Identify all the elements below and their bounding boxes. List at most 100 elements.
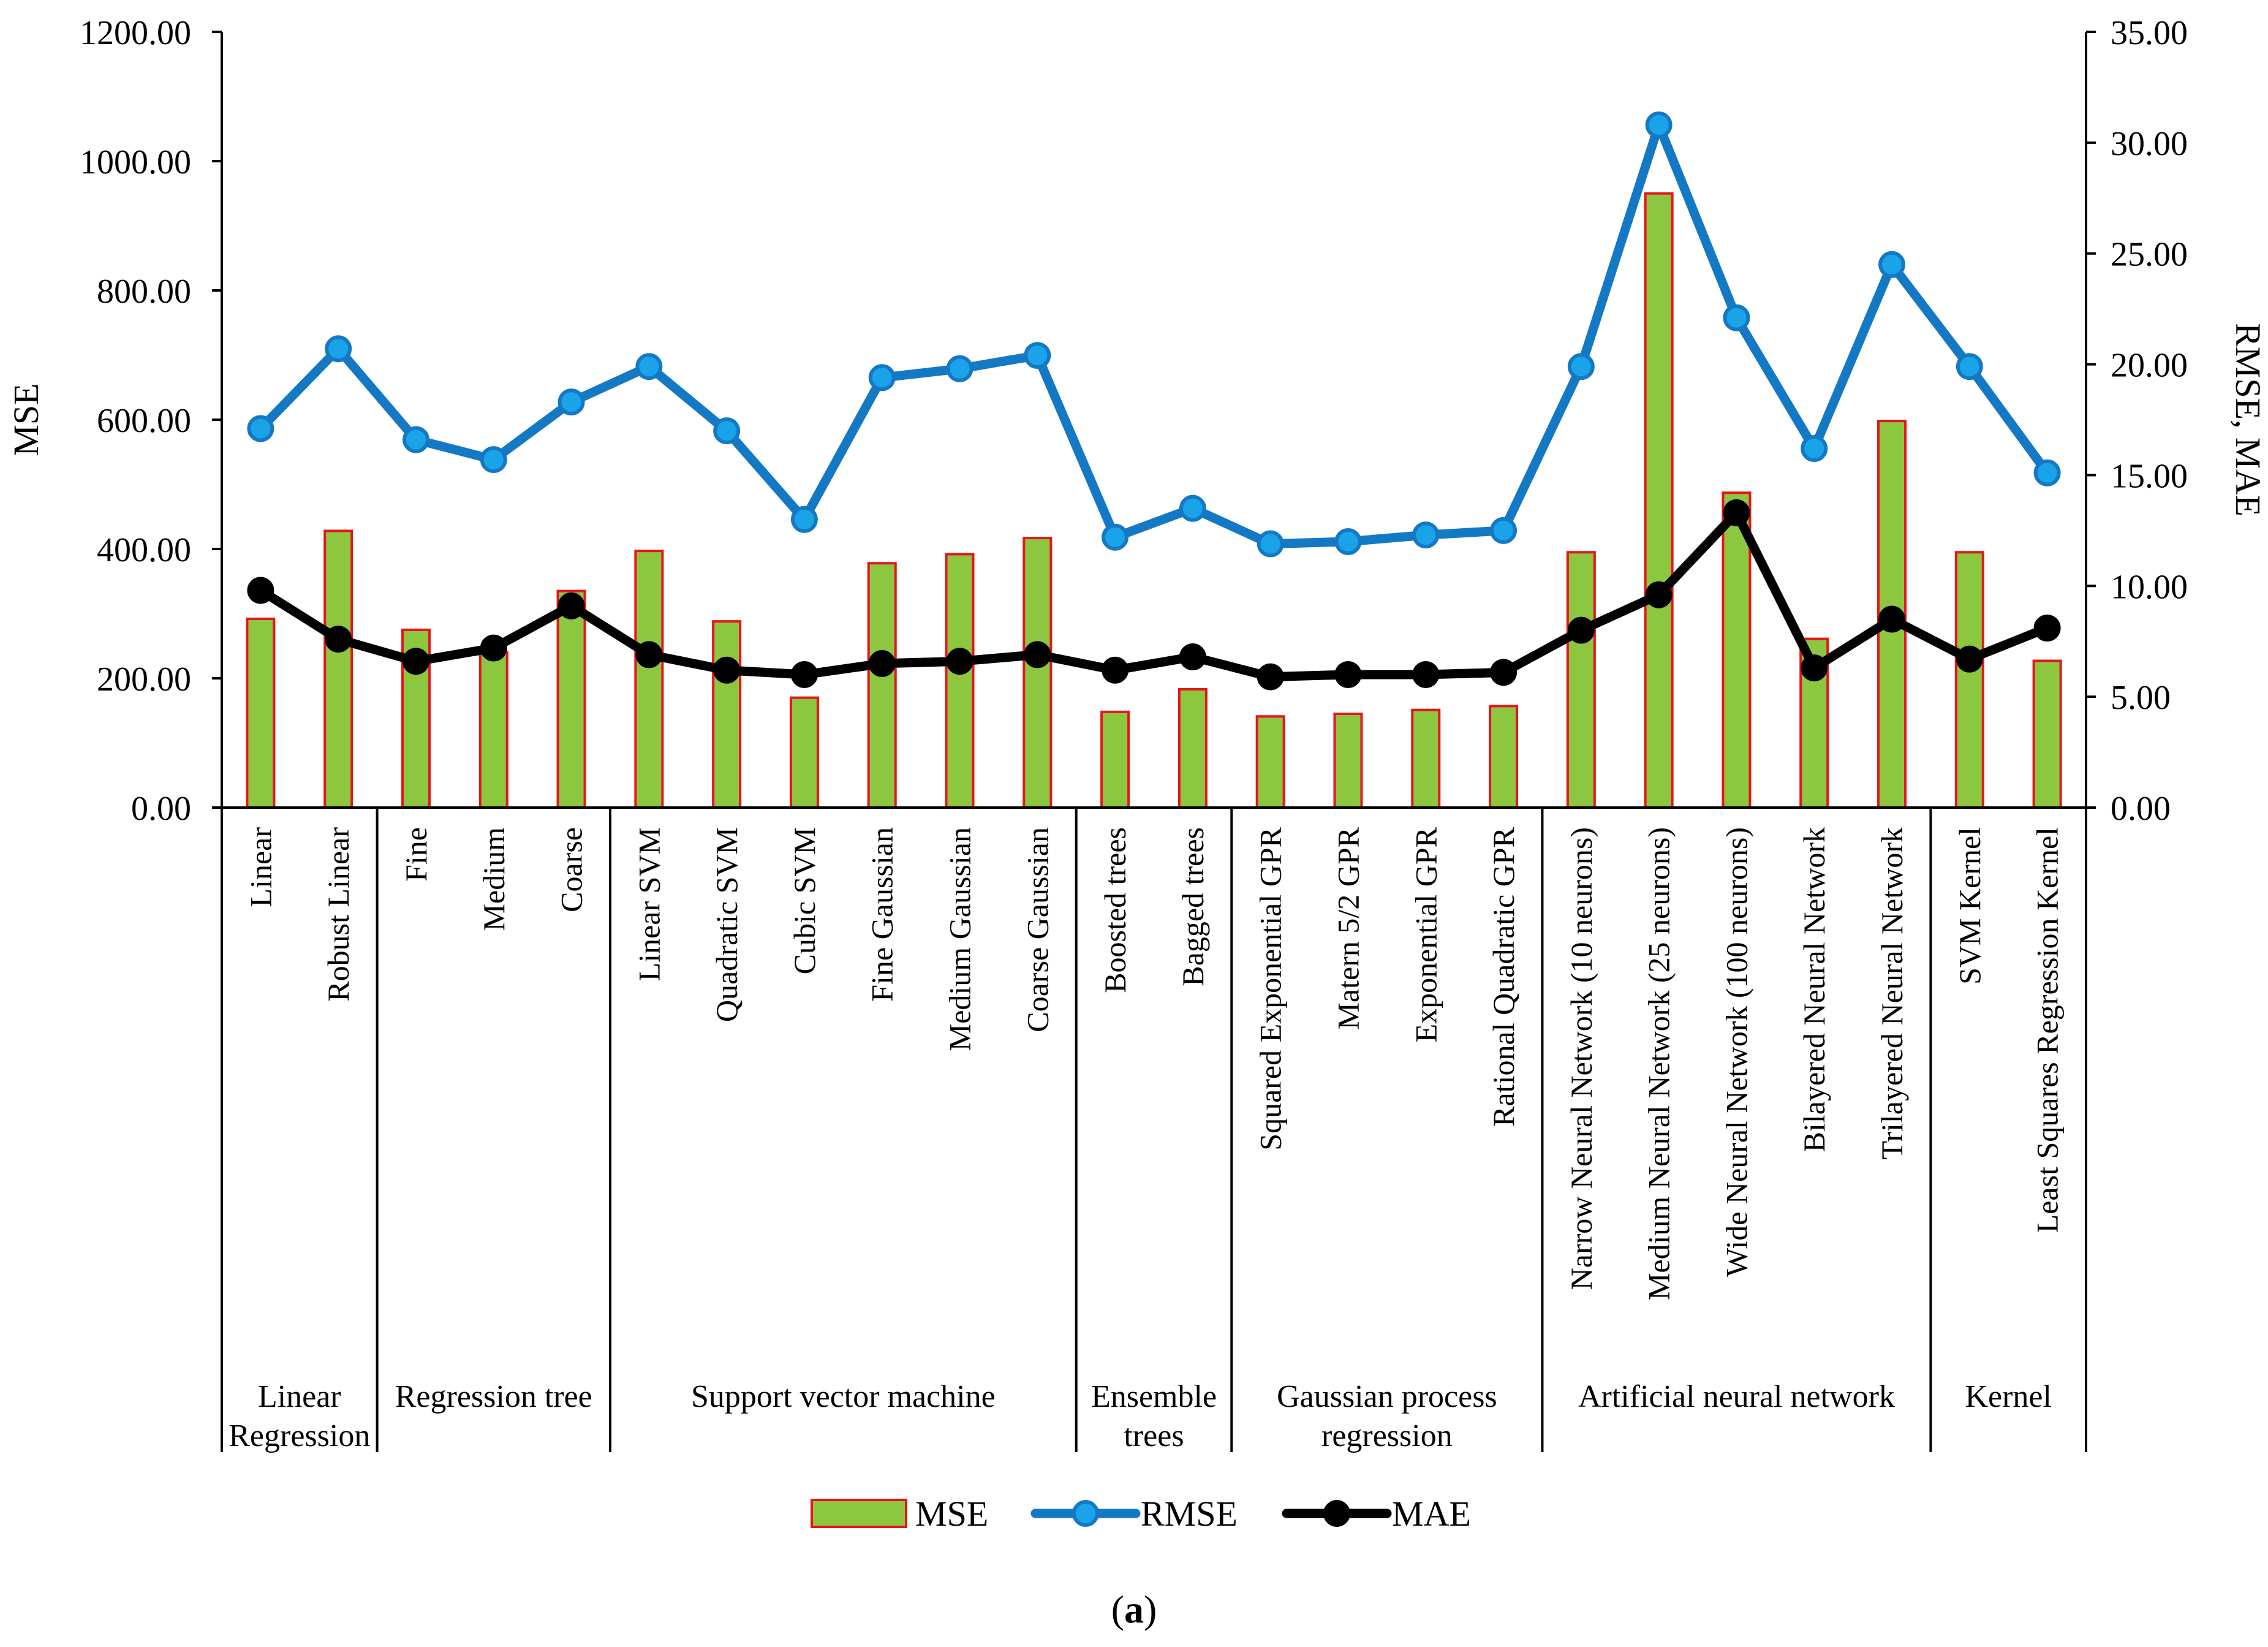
mae-point [1179,643,1206,671]
category-label: Bilayered Neural Network [1797,827,1831,1152]
rmse-point [1179,494,1206,522]
mse-bar [712,620,742,809]
rmse-line [255,120,2052,549]
category-label: Coarse [554,827,589,912]
group-label: Regression [229,1418,370,1453]
mae-point [946,648,973,675]
rmse-point [558,388,585,416]
right-tick-label: 20.00 [2111,347,2188,385]
rmse-point [790,505,818,533]
mse-bar [867,562,897,809]
label-layer: 0.00 200.00 400.00 600.00 800.00 1000.00 1200.… [6,14,2268,1631]
category-label: Medium Gaussian [943,827,977,1051]
rmse-point [1801,435,1828,463]
mae-point [1102,656,1129,684]
group-label: trees [1124,1418,1184,1453]
rmse-point [402,426,429,453]
mae-point [1334,661,1362,688]
mae-point [868,649,896,677]
left-tick-label: 400.00 [97,531,191,569]
category-label: Coarse Gaussian [1020,827,1054,1032]
mae-point [1567,616,1595,644]
mse-bar [1489,705,1519,809]
rmse-point [1102,523,1129,551]
group-label: Artificial neural network [1578,1379,1895,1414]
mse-bar [1954,551,1984,809]
category-label: Narrow Neural Network (10 neurons) [1564,827,1598,1290]
rmse-point [2033,459,2061,487]
right-tick-label: 25.00 [2111,236,2188,274]
category-label: Least Squares Regression Kernel [2030,827,2065,1233]
left-axis-title: MSE [6,383,46,456]
left-tick-label: 600.00 [97,402,191,440]
mse-bar [323,529,353,809]
mae-line [255,508,2052,682]
mae-point [713,656,741,684]
left-tick-label: 1200.00 [80,14,191,52]
category-label: Rational Quadratic GPR [1486,827,1521,1126]
rmse-point [946,355,973,382]
group-label: regression [1321,1418,1453,1453]
group-label: Ensemble [1091,1379,1217,1414]
right-axis-title: RMSE, MAE [2228,323,2268,517]
mae-point [1412,661,1440,688]
rmse-point [713,417,741,445]
mae-point [402,648,429,675]
legend-marker-mae [1323,1500,1350,1527]
mse-bar [1644,192,1674,809]
rmse-point [1645,111,1673,138]
legend-label-rmse: RMSE [1141,1494,1238,1534]
group-label: Support vector machine [691,1379,996,1414]
right-tick-label: 15.00 [2111,457,2188,495]
mae-point [325,626,352,653]
left-tick-label: 800.00 [97,273,191,311]
mse-bar [789,696,819,809]
mae-point [558,592,585,619]
mae-point [1257,663,1284,691]
legend-item-rmse: RMSE [1030,1494,1238,1534]
legend-marker-rmse [1072,1500,1099,1527]
category-label: Fine Gaussian [865,827,899,1002]
rmse-point [1334,528,1362,555]
group-label: Kernel [1965,1379,2051,1414]
right-tick-label: 35.00 [2111,14,2188,52]
mse-bar [2032,659,2062,809]
category-label: Medium [477,827,511,931]
mse-bar [556,589,586,809]
line-layer [247,111,2061,691]
legend-item-mae: MAE [1282,1494,1471,1534]
mae-point [790,661,818,688]
axes-layer [212,31,2096,1452]
left-tick-label: 0.00 [131,790,191,828]
right-tick-label: 10.00 [2111,568,2188,606]
rmse-point [1412,521,1440,549]
mae-point [1801,654,1828,682]
legend-item-mse: MSE [811,1494,988,1534]
left-tick-label: 200.00 [97,661,191,699]
rmse-point [1490,517,1518,544]
legend-swatch-mse [811,1499,907,1528]
mae-point [1645,581,1673,608]
right-tick-label: 0.00 [2111,790,2171,828]
rmse-point [868,364,896,392]
mae-point [247,577,274,604]
category-label: Boosted trees [1098,827,1132,993]
mae-point [1490,659,1518,686]
caption-letter: a [1124,1588,1144,1631]
group-label: Linear [258,1379,341,1414]
category-label: Quadratic SVM [709,827,744,1022]
mse-bar [246,617,276,809]
rmse-point [1956,353,1983,381]
rmse-point [635,353,663,381]
bar-layer [246,192,2062,809]
mse-bar [1022,537,1053,809]
mae-point [480,634,507,662]
legend-label-mse: MSE [915,1494,988,1534]
mse-bar [1411,708,1441,809]
mse-bar [945,553,975,809]
mse-bar [1100,710,1130,809]
rmse-point [1567,353,1595,381]
mse-bar [634,550,664,809]
caption-close: ) [1144,1588,1157,1631]
rmse-point [1878,251,1906,278]
